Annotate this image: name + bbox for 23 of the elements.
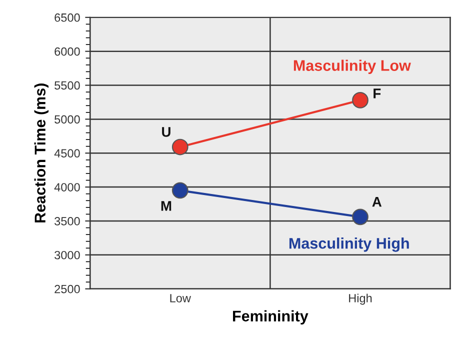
x-axis-title: Femininity <box>233 310 308 325</box>
annotation: M <box>161 201 172 211</box>
point <box>352 208 368 226</box>
point <box>172 182 188 199</box>
annotation: A <box>372 197 382 207</box>
series-label: Masculinity Low <box>294 60 411 74</box>
y-tick-label: 3000 <box>54 250 80 260</box>
annotation: F <box>374 88 381 98</box>
y-axis-title: Reaction Time (ms) <box>34 84 49 222</box>
y-tick-label: 5500 <box>54 81 80 90</box>
x-tick-label: Low <box>170 294 191 302</box>
y-tick-label: 4000 <box>54 183 80 192</box>
y-tick-label: 6000 <box>54 47 80 56</box>
point <box>172 138 188 156</box>
point <box>352 92 368 108</box>
y-tick-label: 5000 <box>54 115 80 124</box>
x-tick-label: High <box>349 294 372 305</box>
y-tick-label: 3500 <box>54 217 80 226</box>
annotation: U <box>162 127 170 137</box>
series-label: Masculinity High <box>289 238 409 252</box>
y-tick-label: 2500 <box>54 284 80 294</box>
y-tick-label: 6500 <box>54 13 80 22</box>
y-tick-label: 4500 <box>54 149 80 158</box>
